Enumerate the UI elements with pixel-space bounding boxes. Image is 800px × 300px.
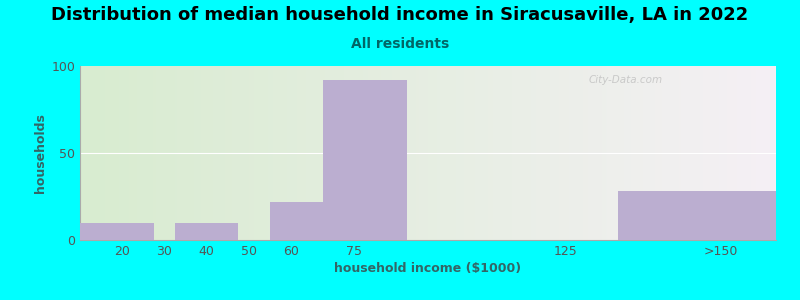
X-axis label: household income ($1000): household income ($1000) <box>334 262 522 275</box>
Text: City-Data.com: City-Data.com <box>588 75 662 85</box>
Bar <box>270 202 322 240</box>
Bar <box>322 80 407 240</box>
Bar <box>618 191 776 240</box>
Bar <box>80 223 154 240</box>
Text: Distribution of median household income in Siracusaville, LA in 2022: Distribution of median household income … <box>51 6 749 24</box>
Y-axis label: households: households <box>34 113 47 193</box>
Text: All residents: All residents <box>351 38 449 52</box>
Bar <box>175 223 238 240</box>
